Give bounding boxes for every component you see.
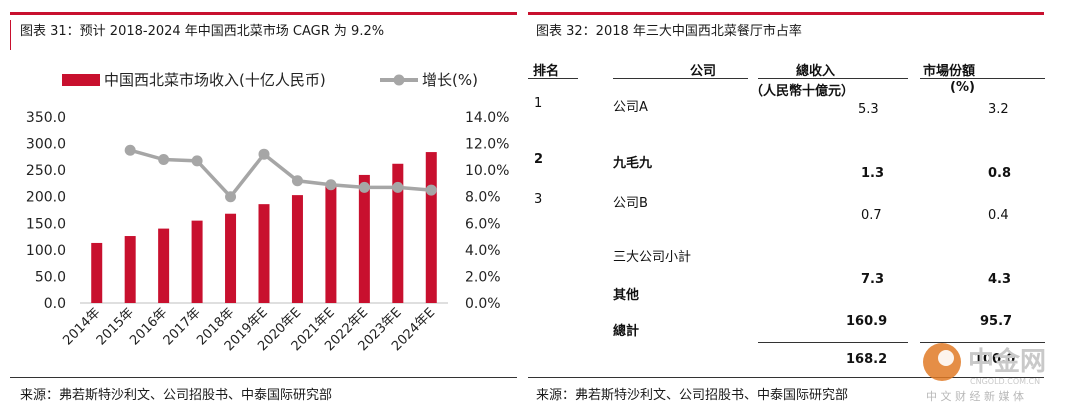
right-source: 来源：弗若斯特沙利文、公司招股书、中泰国际研究部: [536, 388, 849, 403]
y-left-tick-label: 100.0: [26, 243, 66, 259]
row2-revenue: 1.3: [861, 166, 885, 181]
row6-company: 總計: [613, 324, 640, 339]
row2-share: 0.8: [988, 166, 1012, 181]
row1-company: 公司A: [613, 100, 648, 115]
bar: [258, 204, 270, 303]
growth-point: [358, 181, 370, 193]
header-rule-rank: [528, 78, 578, 79]
total-rule-revenue: [758, 342, 908, 343]
legend-line-label: 增长(%): [422, 71, 478, 89]
header-rule-share: [920, 78, 1045, 79]
left-source: 来源：弗若斯特沙利文、公司招股书、中泰国际研究部: [20, 388, 333, 403]
legend-line-marker: [393, 74, 405, 86]
header-revenue-unit: （人民幣十億元）: [750, 84, 855, 99]
y-right-tick-label: 0.0%: [465, 296, 501, 312]
legend-bar-label: 中国西北菜市场收入(十亿人民币): [104, 71, 326, 89]
watermark-url: CNGOLD.COM.CN: [970, 377, 1040, 386]
row4-company: 三大公司小計: [613, 250, 692, 265]
header-rule-revenue: [758, 78, 908, 79]
left-chart-title: 图表 31：预计 2018-2024 年中国西北菜市场 CAGR 为 9.2%: [20, 24, 385, 39]
header-rule-company: [613, 78, 748, 79]
growth-point: [392, 181, 404, 193]
watermark: 中金网 CNGOLD.COM.CN 中 文 财 经 新 媒 体: [920, 336, 1072, 406]
left-top-rule: [10, 12, 517, 15]
left-bottom-rule: [10, 377, 517, 378]
row3-company: 公司B: [613, 196, 648, 211]
bar: [191, 220, 203, 303]
growth-point: [191, 155, 203, 167]
row1-share: 3.2: [988, 102, 1009, 117]
y-left-tick-label: 150.0: [26, 216, 66, 232]
bar: [91, 242, 103, 303]
y-right-tick-label: 2.0%: [465, 269, 501, 285]
row3-share: 0.4: [988, 208, 1009, 223]
row3-rank: 3: [534, 192, 543, 207]
row6-share: 100.0: [974, 352, 1016, 367]
left-accent-bar: [10, 20, 11, 50]
row5-company: 其他: [613, 288, 640, 303]
growth-point: [258, 148, 270, 160]
bar: [158, 228, 170, 303]
growth-point: [124, 144, 136, 156]
growth-line: [129, 148, 432, 200]
bar: [325, 185, 337, 303]
row6-revenue: 168.2: [846, 352, 888, 367]
bar: [358, 174, 370, 303]
growth-point: [291, 175, 303, 187]
y-left-tick-label: 0.0: [44, 296, 66, 312]
growth-point: [158, 154, 170, 166]
header-rank: 排名: [533, 64, 560, 79]
market-share-table: 排名 公司 總收入 市場份額 （人民幣十億元） (%) 1 公司A 5.3 3.…: [528, 56, 1048, 376]
row5-revenue: 160.9: [846, 314, 888, 329]
watermark-logo: 中金网 CNGOLD.COM.CN 中 文 财 经 新 媒 体: [923, 343, 1046, 403]
chart-legend: 中国西北菜市场收入(十亿人民币) 增长(%): [62, 71, 478, 89]
row2-rank: 2: [534, 152, 544, 167]
bar: [225, 213, 237, 303]
watermark-sub: 中 文 财 经 新 媒 体: [926, 389, 1024, 403]
right-bottom-rule: [528, 377, 1044, 378]
row5-share: 95.7: [980, 314, 1013, 329]
y-right-tick-label: 14.0%: [465, 110, 509, 126]
y-left-tick-label: 350.0: [26, 110, 66, 126]
header-company: 公司: [690, 64, 717, 79]
watermark-logo-icon-inner: [938, 350, 954, 366]
bar: [425, 152, 437, 303]
y-right-tick-label: 10.0%: [465, 163, 509, 179]
bar: [124, 236, 136, 303]
right-top-rule: [528, 12, 1044, 15]
y-left-tick-label: 250.0: [26, 163, 66, 179]
watermark-name: 中金网: [968, 346, 1046, 377]
bar: [392, 163, 404, 303]
row1-revenue: 5.3: [858, 102, 879, 117]
y-right-tick-label: 6.0%: [465, 216, 501, 232]
row3-revenue: 0.7: [861, 208, 882, 223]
y-left-tick-label: 200.0: [26, 190, 66, 206]
header-share-unit: (%): [950, 80, 975, 95]
y-left-tick-label: 50.0: [35, 269, 66, 285]
y-left-tick-label: 300.0: [26, 137, 66, 153]
row4-share: 4.3: [988, 272, 1012, 287]
header-share: 市場份額: [923, 64, 976, 79]
market-chart: 中国西北菜市场收入(十亿人民币) 增长(%) 0.0 50.0 100.0 150.0…: [26, 71, 510, 354]
growth-point: [325, 179, 337, 191]
total-rule-share: [920, 342, 1045, 343]
bar: [291, 195, 303, 303]
growth-point: [425, 184, 437, 196]
row4-revenue: 7.3: [861, 272, 885, 287]
y-right-tick-label: 4.0%: [465, 243, 501, 259]
legend-bar-swatch: [62, 74, 100, 86]
header-revenue: 總收入: [796, 64, 836, 79]
row2-company: 九毛九: [613, 156, 653, 171]
right-table-title: 图表 32：2018 年三大中国西北菜餐厅市占率: [536, 24, 802, 39]
y-right-tick-label: 8.0%: [465, 190, 501, 206]
growth-point: [225, 191, 237, 203]
row1-rank: 1: [534, 96, 543, 111]
y-right-tick-label: 12.0%: [465, 137, 509, 153]
